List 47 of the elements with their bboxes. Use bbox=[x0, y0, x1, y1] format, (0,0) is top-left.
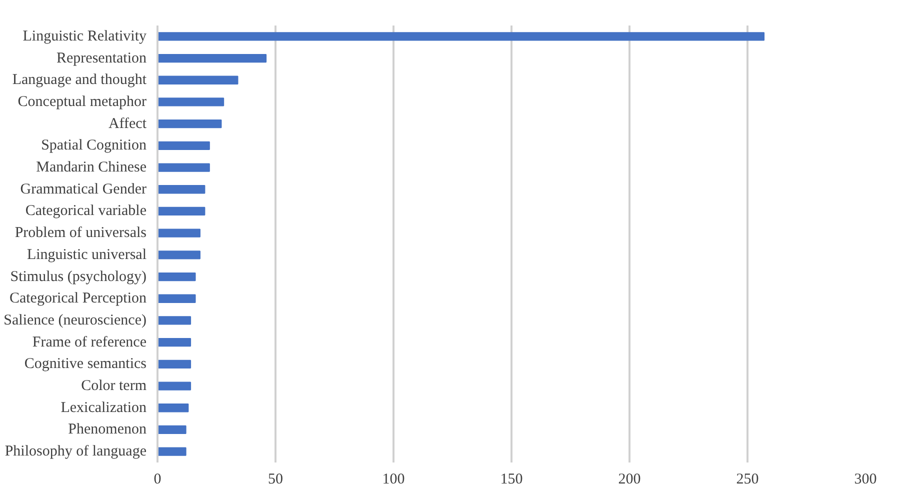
bar bbox=[158, 163, 210, 172]
y-tick-label: Phenomenon bbox=[68, 422, 147, 438]
bar bbox=[158, 382, 192, 390]
bar bbox=[158, 425, 186, 434]
y-tick-label: Mandarin Chinese bbox=[36, 160, 147, 176]
bar bbox=[158, 98, 224, 106]
x-tick-label: 50 bbox=[268, 472, 283, 488]
x-tick-label: 150 bbox=[500, 472, 523, 488]
x-tick-label: 200 bbox=[618, 472, 641, 488]
y-tick-label: Color term bbox=[81, 378, 147, 394]
y-tick-label: Spatial Cognition bbox=[41, 138, 147, 154]
bar bbox=[158, 32, 765, 41]
x-tick-label: 0 bbox=[154, 472, 162, 488]
bar bbox=[158, 272, 196, 282]
bar bbox=[158, 120, 222, 128]
y-tick-label: Linguistic universal bbox=[26, 246, 146, 263]
bar bbox=[158, 141, 210, 150]
y-tick-label: Categorical variable bbox=[25, 203, 147, 220]
bar bbox=[158, 185, 206, 194]
y-tick-label: Frame of reference bbox=[32, 334, 147, 350]
bar bbox=[158, 360, 192, 368]
x-tick-label: 250 bbox=[736, 472, 759, 488]
y-tick-label: Language and thought bbox=[12, 72, 148, 88]
y-tick-label: Conceptual metaphor bbox=[18, 94, 147, 110]
bar bbox=[158, 250, 200, 260]
y-tick-label: Salience (neuroscience) bbox=[4, 312, 147, 328]
bar bbox=[158, 404, 189, 412]
x-tick-label: 300 bbox=[854, 472, 877, 488]
y-tick-label: Grammatical Gender bbox=[20, 181, 147, 198]
bar bbox=[158, 294, 196, 303]
y-tick-label: Lexicalization bbox=[60, 400, 147, 416]
bar bbox=[158, 206, 206, 216]
y-tick-label: Categorical Perception bbox=[9, 290, 147, 307]
bar bbox=[158, 447, 186, 456]
y-tick-label: Affect bbox=[108, 116, 148, 132]
bar bbox=[158, 54, 267, 63]
bar bbox=[158, 316, 192, 325]
bar bbox=[158, 228, 200, 238]
x-tick-label: 100 bbox=[382, 472, 405, 488]
bar bbox=[158, 338, 192, 347]
y-tick-label: Cognitive semantics bbox=[24, 356, 147, 372]
bar bbox=[158, 76, 238, 84]
y-tick-label: Problem of universals bbox=[14, 225, 147, 242]
y-tick-label: Representation bbox=[56, 50, 147, 66]
y-tick-label: Stimulus (psychology) bbox=[10, 268, 147, 285]
y-tick-label: Philosophy of language bbox=[4, 444, 147, 460]
y-tick-label: Linguistic Relativity bbox=[22, 28, 147, 44]
